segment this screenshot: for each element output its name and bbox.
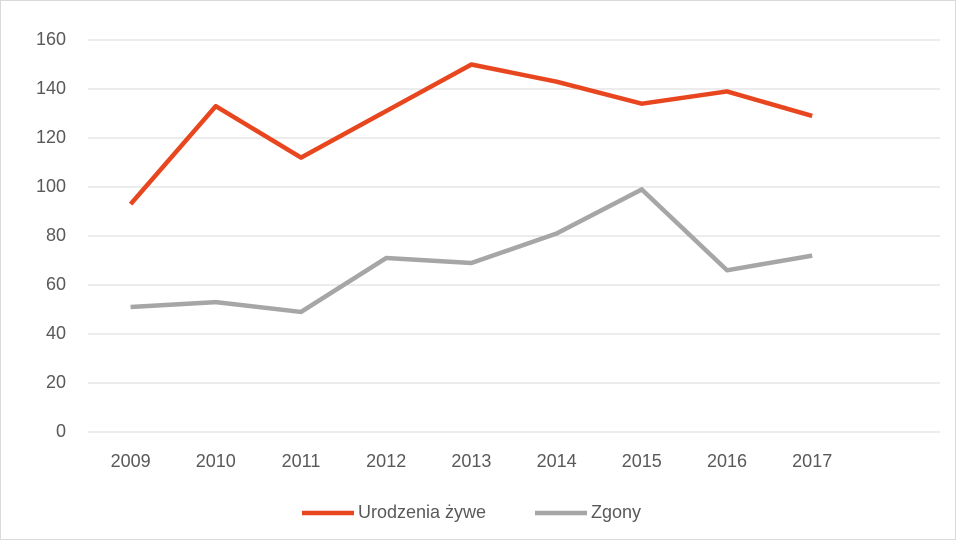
y-tick-label: 60 — [46, 274, 66, 294]
x-tick-label: 2015 — [622, 451, 662, 471]
x-tick-label: 2017 — [792, 451, 832, 471]
x-tick-label: 2013 — [451, 451, 491, 471]
x-tick-label: 2012 — [366, 451, 406, 471]
y-tick-label: 80 — [46, 225, 66, 245]
y-tick-label: 100 — [36, 176, 66, 196]
x-tick-label: 2009 — [111, 451, 151, 471]
x-tick-label: 2010 — [196, 451, 236, 471]
legend-label: Urodzenia żywe — [358, 502, 486, 522]
data-line — [128, 62, 813, 206]
x-tick-label: 2014 — [537, 451, 577, 471]
y-tick-label: 160 — [36, 29, 66, 49]
y-tick-label: 20 — [46, 372, 66, 392]
y-tick-label: 120 — [36, 127, 66, 147]
y-tick-label: 0 — [56, 421, 66, 441]
x-tick-label: 2016 — [707, 451, 747, 471]
x-tick-label: 2011 — [282, 451, 321, 471]
y-tick-label: 40 — [46, 323, 66, 343]
data-line — [130, 187, 813, 315]
legend-label: Zgony — [591, 502, 641, 522]
y-tick-label: 140 — [36, 78, 66, 98]
